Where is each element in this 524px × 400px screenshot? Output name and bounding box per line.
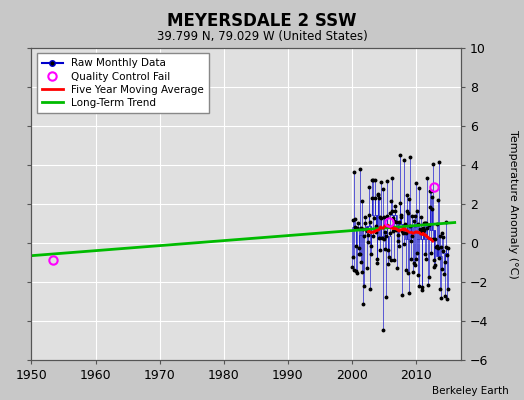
Legend: Raw Monthly Data, Quality Control Fail, Five Year Moving Average, Long-Term Tren: Raw Monthly Data, Quality Control Fail, … [37,53,209,113]
Y-axis label: Temperature Anomaly (°C): Temperature Anomaly (°C) [508,130,518,278]
Text: Berkeley Earth: Berkeley Earth [432,386,508,396]
Text: 39.799 N, 79.029 W (United States): 39.799 N, 79.029 W (United States) [157,30,367,43]
Text: MEYERSDALE 2 SSW: MEYERSDALE 2 SSW [167,12,357,30]
